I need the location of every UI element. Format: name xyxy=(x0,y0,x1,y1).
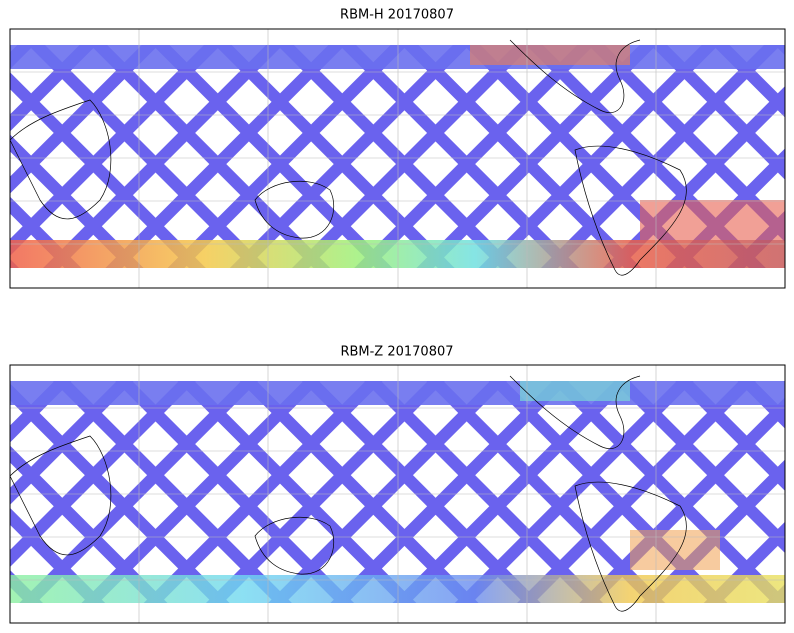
swath-band xyxy=(520,381,630,401)
coastlines xyxy=(9,375,687,612)
swath-band xyxy=(640,200,785,240)
panel-title: RBM-Z 20170807 xyxy=(340,345,453,360)
swath-band xyxy=(10,45,785,69)
graticule xyxy=(10,29,785,288)
panel-title: RBM-H 20170807 xyxy=(340,8,454,23)
map-frame xyxy=(9,28,786,289)
map-panel: RBM-Z 20170807 xyxy=(9,345,786,624)
map-frame xyxy=(9,364,786,624)
swath-band xyxy=(10,575,785,603)
swath-band xyxy=(630,530,720,570)
swath-band xyxy=(470,45,630,65)
swath-band xyxy=(10,381,785,405)
map-panel: RBM-H 20170807 xyxy=(9,8,786,289)
coastlines xyxy=(9,39,687,276)
graticule xyxy=(10,365,785,623)
